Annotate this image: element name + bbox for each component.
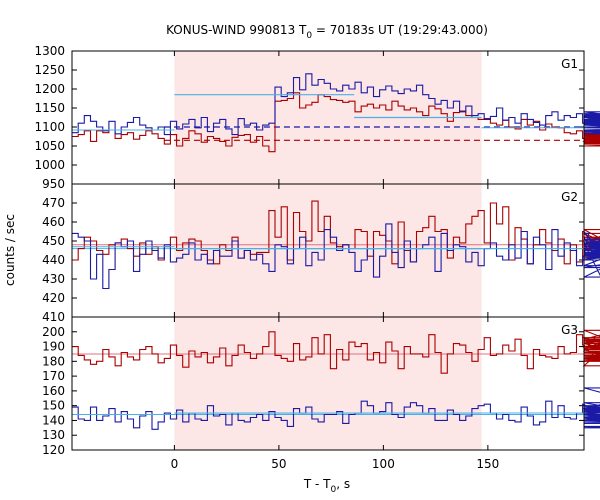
y-tick-label: 190 [42, 340, 65, 354]
panel-label: G2 [561, 190, 578, 204]
panels: 950 1000 1050 1100 1150 1200 1250 1300 G1 410 420 4… [34, 44, 600, 457]
x-tick-label: 0 [171, 457, 179, 471]
title-subscript: 0 [306, 31, 312, 41]
panel-label: G3 [561, 323, 578, 337]
y-tick-label: 450 [42, 234, 65, 248]
y-tick-label: 180 [42, 354, 65, 368]
y-tick-label: 440 [42, 253, 65, 267]
y-tick-label: 170 [42, 369, 65, 383]
y-tick-label: 410 [42, 310, 65, 324]
y-tick-label: 130 [42, 428, 65, 442]
series-red-g1 [72, 92, 600, 153]
y-tick-label: 200 [42, 325, 65, 339]
y-tick-label: 160 [42, 384, 65, 398]
y-tick-label: 420 [42, 291, 65, 305]
chart-title: KONUS-WIND 990813 T0 = 70183s UT (19:29:… [166, 23, 488, 41]
series-blue-g2 [72, 223, 600, 290]
series-blue-g3 [72, 387, 600, 430]
panel-label: G1 [561, 57, 578, 71]
series-red-g3 [72, 329, 600, 374]
x-tick-label: 100 [372, 457, 395, 471]
y-tick-label: 1250 [34, 63, 65, 77]
y-tick-label: 1050 [34, 139, 65, 153]
y-tick-label: 1000 [34, 158, 65, 172]
panel-frame [71, 316, 585, 451]
y-tick-label: 470 [42, 196, 65, 210]
x-tick-label: 50 [271, 457, 286, 471]
y-tick-label: 120 [42, 443, 65, 457]
y-tick-label: 430 [42, 272, 65, 286]
y-tick-label: 140 [42, 413, 65, 427]
x-tick-label: 150 [476, 457, 499, 471]
y-tick-label: 950 [42, 177, 65, 191]
y-tick-label: 1150 [34, 101, 65, 115]
x-axis-label-subscript: 0 [331, 485, 337, 495]
series-red-g2 [72, 200, 600, 265]
y-axis-label: counts / sec [3, 214, 17, 286]
panel-g1: 950 1000 1050 1100 1150 1200 1250 1300 G1 [34, 44, 600, 191]
y-tick-label: 150 [42, 399, 65, 413]
y-tick-label: 1100 [34, 120, 65, 134]
x-axis-label: T - T0, s [303, 477, 350, 495]
y-tick-label: 1300 [34, 44, 65, 58]
y-tick-label: 460 [42, 215, 65, 229]
x-axis-ticks: 0 50 100 150 [171, 457, 500, 471]
series-blue-g1 [72, 73, 600, 136]
y-tick-label: 1200 [34, 82, 65, 96]
